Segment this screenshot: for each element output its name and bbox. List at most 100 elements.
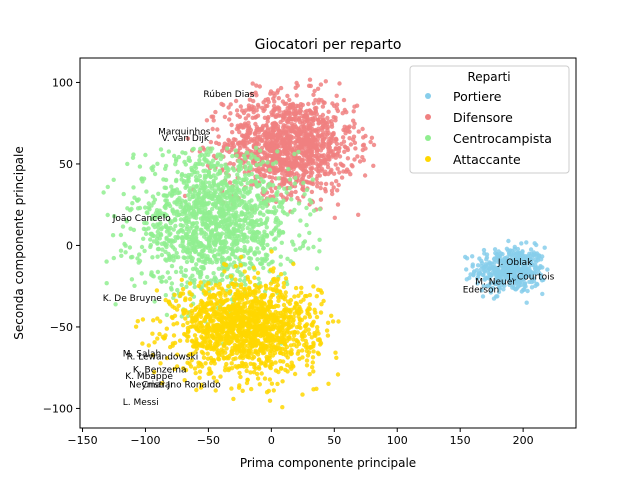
data-point (200, 259, 205, 264)
data-point (130, 201, 135, 206)
data-point (306, 155, 311, 160)
data-point (464, 256, 470, 261)
series-centrocampista (101, 145, 323, 347)
data-point (291, 337, 296, 342)
data-point (272, 246, 278, 251)
data-point (163, 257, 168, 262)
data-point (268, 304, 273, 309)
data-point (207, 366, 212, 371)
data-point (185, 250, 190, 255)
data-point (202, 230, 207, 235)
data-point (234, 222, 239, 228)
data-point (330, 101, 335, 106)
data-point (155, 246, 161, 252)
data-point (186, 158, 191, 163)
data-point (285, 212, 290, 217)
data-point (242, 278, 247, 284)
data-point (218, 337, 223, 342)
data-point (318, 82, 324, 87)
data-point (264, 356, 270, 361)
data-point (464, 267, 469, 272)
data-point (289, 197, 294, 202)
data-point (304, 363, 310, 368)
data-point (285, 93, 290, 99)
data-point (287, 336, 292, 342)
data-point (237, 114, 242, 120)
data-point (140, 317, 146, 322)
data-point (259, 221, 264, 226)
data-point (226, 284, 231, 289)
data-point (262, 232, 267, 237)
data-point (297, 317, 303, 323)
data-point (272, 93, 277, 99)
data-point (134, 197, 140, 203)
data-point (197, 190, 202, 195)
data-point (531, 279, 537, 284)
data-point (257, 211, 263, 216)
series-difensore (182, 77, 377, 220)
data-point (314, 266, 320, 271)
data-point (289, 190, 294, 195)
data-point (227, 139, 232, 144)
data-point (206, 281, 211, 286)
data-point (179, 236, 185, 241)
data-point (278, 156, 283, 162)
data-point (267, 377, 273, 382)
data-point (188, 276, 193, 281)
data-point (310, 177, 315, 182)
data-point (224, 361, 229, 367)
data-point (252, 252, 258, 257)
data-point (493, 272, 498, 277)
data-point (173, 269, 179, 275)
data-point (257, 357, 262, 362)
data-point (183, 208, 188, 213)
data-point (345, 156, 351, 161)
data-point (205, 343, 211, 348)
data-point (246, 349, 251, 354)
data-point (173, 223, 178, 229)
data-point (234, 248, 239, 253)
data-point (152, 171, 158, 177)
data-point (277, 108, 282, 114)
data-point (245, 300, 250, 305)
data-point (262, 172, 267, 177)
data-point (184, 284, 189, 289)
data-point (308, 83, 313, 89)
data-point (278, 272, 284, 277)
data-point (471, 270, 477, 275)
data-point (275, 381, 280, 387)
data-point (213, 309, 218, 315)
data-point (232, 342, 238, 348)
data-point (300, 175, 306, 180)
data-point (258, 162, 263, 167)
data-point (255, 230, 260, 235)
data-point (284, 196, 289, 201)
data-point (233, 364, 238, 369)
data-point (236, 346, 241, 351)
data-point (263, 252, 269, 257)
data-point (339, 141, 344, 147)
data-point (240, 388, 245, 393)
data-point (233, 228, 238, 233)
data-point (207, 180, 212, 185)
data-point (281, 337, 287, 342)
data-point (251, 160, 256, 165)
data-point (249, 152, 254, 157)
data-point (220, 325, 226, 331)
data-point (294, 93, 299, 98)
data-point (216, 357, 222, 362)
data-point (258, 201, 263, 206)
x-tick-label: −100 (130, 434, 160, 447)
data-point (258, 217, 263, 223)
data-point (246, 113, 251, 118)
data-point (311, 349, 316, 354)
data-point (190, 192, 195, 197)
data-point (307, 77, 313, 82)
data-point (155, 269, 161, 275)
data-point (315, 184, 320, 189)
data-point (247, 126, 252, 131)
data-point (268, 299, 274, 304)
data-point (301, 125, 306, 130)
data-point (289, 366, 294, 371)
data-point (315, 180, 320, 185)
